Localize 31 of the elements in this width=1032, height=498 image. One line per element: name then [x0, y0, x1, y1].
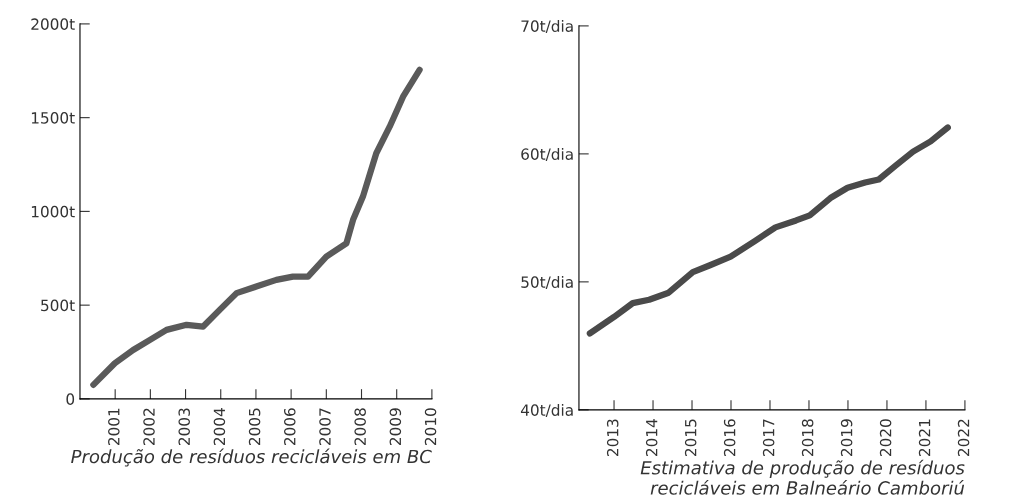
x-tick-label: 2003 [178, 408, 190, 445]
y-tick-label: 500t [41, 299, 75, 312]
x-tick-label: 2010 [424, 408, 437, 445]
x-tick-label: 2022 [957, 419, 970, 456]
x-tick-label: 2008 [354, 408, 366, 445]
x-tick-label: 2006 [284, 408, 296, 445]
x-tick-label: 2004 [213, 408, 226, 445]
x-tick-label: 2002 [143, 408, 155, 445]
x-tick-label: 2009 [389, 408, 402, 445]
x-tick-label: 2017 [762, 419, 775, 456]
y-tick-label: 1000t [31, 205, 75, 218]
x-tick-label: 2013 [606, 419, 619, 456]
x-tick-label: 2018 [801, 419, 814, 456]
x-tick-label: 2014 [645, 419, 658, 456]
y-tick-label: 2000t [31, 18, 75, 30]
y-tick-label: 70t/dia [521, 20, 573, 34]
x-tick-label: 2019 [840, 419, 853, 456]
x-tick-label: 2007 [319, 408, 331, 445]
y-tick-label: 1500t [31, 112, 75, 124]
x-tick-label: 2020 [879, 419, 892, 456]
x-tick-label: 2005 [248, 408, 261, 445]
y-tick-label: 0 [66, 393, 75, 405]
y-tick-label: 60t/dia [521, 148, 573, 162]
x-axis-title: Estimativa de produção de resíduos recicláveis em Balneário Camboriú [640, 459, 965, 495]
x-tick-label: 2001 [108, 408, 120, 445]
x-tick-label: 2015 [684, 419, 697, 456]
x-axis-title: Produção de resíduos recicláveis em BC [71, 448, 432, 467]
y-tick-label: 40t/dia [520, 404, 573, 418]
y-tick-label: 50t/dia [521, 276, 573, 290]
x-tick-label: 2016 [723, 419, 736, 456]
x-tick-label: 2021 [918, 419, 931, 456]
